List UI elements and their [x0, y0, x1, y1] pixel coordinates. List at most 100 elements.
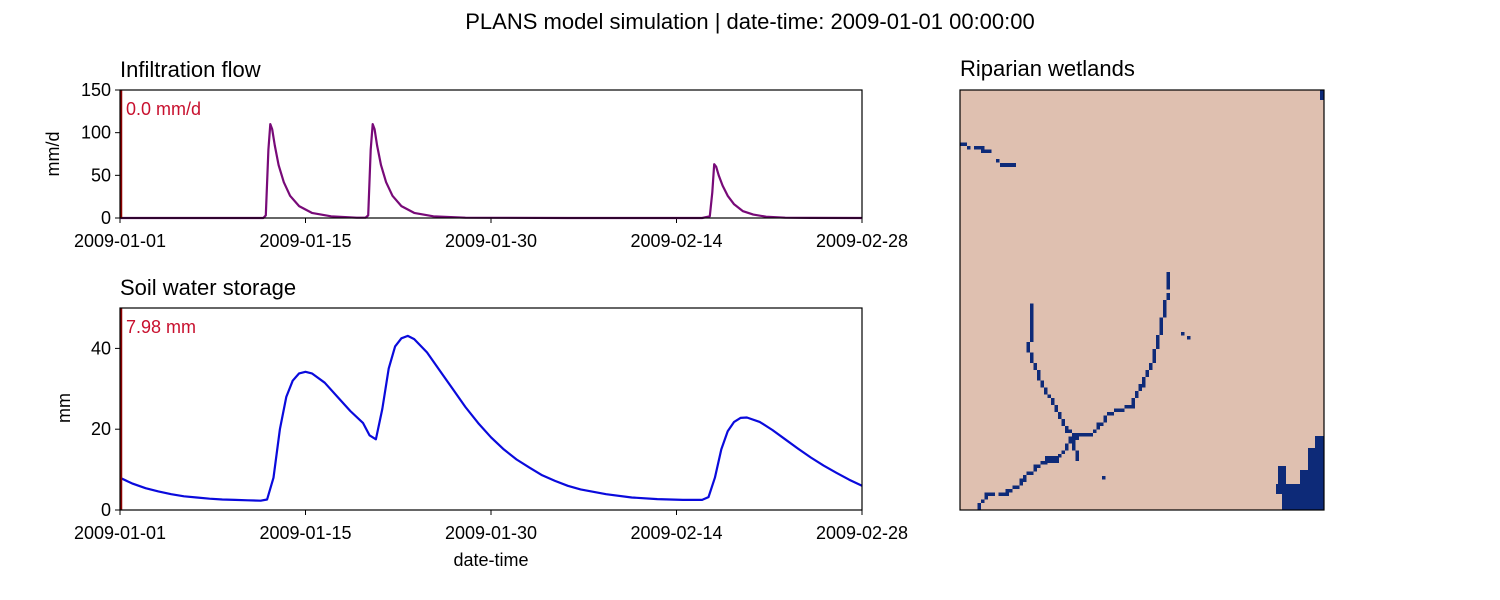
- wetland-cell: [1149, 366, 1153, 370]
- wetland-cell: [1142, 380, 1146, 384]
- wetland-cell: [981, 146, 985, 150]
- infiltration-panel: Infiltration flow mm/d 0 50 100 150 2009-01-…: [43, 57, 908, 251]
- wetland-cell: [1016, 485, 1020, 489]
- wetland-cell: [1145, 373, 1149, 377]
- wetland-cell: [1061, 422, 1065, 426]
- wetland-cell: [1030, 335, 1034, 339]
- wetland-cell: [1058, 415, 1062, 419]
- wetlands-map-cells: [960, 90, 1324, 510]
- wetland-cell: [984, 492, 988, 496]
- wetland-cell: [1166, 296, 1170, 300]
- wetland-cell: [1030, 328, 1034, 332]
- wetland-cell: [1282, 484, 1324, 510]
- infiltration-ytick-label: 100: [81, 123, 111, 143]
- wetlands-map-background: [960, 90, 1324, 510]
- wetlands-map-frame: [959, 89, 1325, 511]
- wetland-cell: [1075, 450, 1079, 454]
- wetland-cell: [1045, 456, 1059, 463]
- storage-current-value: 7.98 mm: [126, 317, 196, 337]
- wetland-cell: [1320, 90, 1324, 100]
- wetland-cell: [1054, 405, 1058, 409]
- wetland-cell: [960, 142, 964, 146]
- wetland-cell: [1072, 433, 1076, 437]
- wetland-cell: [1012, 485, 1016, 489]
- storage-xtick-label: 2009-01-01: [74, 523, 166, 543]
- wetland-cell: [1075, 457, 1079, 461]
- wetland-cell: [1023, 475, 1027, 479]
- wetland-cell: [1163, 314, 1167, 318]
- wetland-cell: [1131, 405, 1135, 409]
- wetland-cell: [1033, 464, 1037, 468]
- wetland-cell: [1114, 408, 1118, 412]
- wetland-cell: [1075, 433, 1079, 437]
- infiltration-title: Infiltration flow: [120, 57, 261, 82]
- wetland-cell: [963, 142, 967, 146]
- wetland-cell: [1159, 317, 1163, 321]
- wetland-cell: [1166, 286, 1170, 290]
- wetland-cell: [1030, 331, 1034, 335]
- wetland-cell: [1166, 275, 1170, 279]
- wetlands-panel: Riparian wetlands: [959, 56, 1325, 511]
- wetland-cell: [1152, 352, 1156, 356]
- wetland-cell: [1276, 484, 1284, 494]
- wetland-cell: [1163, 307, 1167, 311]
- wetland-cell: [1030, 471, 1034, 475]
- wetland-cell: [991, 492, 995, 496]
- wetland-cell: [1152, 356, 1156, 360]
- wetland-cell: [1142, 384, 1146, 388]
- wetland-cell: [1019, 478, 1023, 482]
- storage-xtick-label: 2009-01-15: [259, 523, 351, 543]
- wetland-cell: [1075, 454, 1079, 458]
- storage-ylabel: mm: [54, 393, 74, 423]
- wetland-cell: [1124, 405, 1128, 409]
- wetland-cell: [1159, 331, 1163, 335]
- wetland-cell: [1026, 349, 1030, 353]
- wetland-cell: [1030, 310, 1034, 314]
- wetland-cell: [1037, 370, 1041, 374]
- figure-title: PLANS model simulation | date-time: 2009…: [465, 9, 1035, 34]
- wetland-cell: [1278, 466, 1286, 486]
- infiltration-ylabel: mm/d: [43, 132, 63, 177]
- storage-axis-ticks: 0 20 40 2009-01-01 2009-01-15 2009-01-30 2009-…: [74, 338, 908, 543]
- storage-plot-area: [119, 308, 863, 510]
- wetland-cell: [1103, 419, 1107, 423]
- wetland-cell: [1149, 363, 1153, 367]
- infiltration-xtick-label: 2009-02-28: [816, 231, 908, 251]
- wetland-cell: [1030, 307, 1034, 311]
- wetland-cell: [1075, 436, 1079, 440]
- storage-ytick-label: 40: [91, 338, 111, 358]
- wetland-cell: [1030, 321, 1034, 325]
- wetland-cell: [1037, 373, 1041, 377]
- wetland-cell: [1163, 310, 1167, 314]
- wetland-cell: [1040, 384, 1044, 388]
- infiltration-current-value: 0.0 mm/d: [126, 99, 201, 119]
- wetland-cell: [977, 146, 981, 150]
- wetland-cell: [1030, 338, 1034, 342]
- storage-axes-frame: [119, 307, 863, 511]
- storage-panel: Soil water storage mm 0 20 40 2009-01-01 200…: [54, 275, 908, 570]
- wetland-cell: [1166, 282, 1170, 286]
- infiltration-axis-ticks: 0 50 100 150 2009-01-01 2009-01-15 2009-01-30 2…: [74, 80, 908, 251]
- wetland-cell: [977, 506, 981, 510]
- wetland-cell: [1058, 412, 1062, 416]
- storage-xtick-label: 2009-02-14: [630, 523, 722, 543]
- wetland-cell: [1030, 324, 1034, 328]
- wetland-cell: [1000, 163, 1016, 167]
- infiltration-axes-frame: [119, 89, 863, 219]
- wetland-cell: [1103, 415, 1107, 419]
- wetland-cell: [1152, 359, 1156, 363]
- wetland-cell: [1030, 317, 1034, 321]
- wetland-cell: [1159, 321, 1163, 325]
- infiltration-ytick-label: 150: [81, 80, 111, 100]
- wetland-cell: [1156, 338, 1160, 342]
- wetland-cell: [1142, 377, 1146, 381]
- wetland-cell: [1030, 356, 1034, 360]
- wetland-cell: [1308, 448, 1324, 486]
- wetland-cell: [1187, 336, 1191, 340]
- infiltration-xtick-label: 2009-02-14: [630, 231, 722, 251]
- wetland-cell: [1135, 394, 1139, 398]
- wetland-cell: [984, 149, 988, 153]
- infiltration-xtick-label: 2009-01-30: [445, 231, 537, 251]
- wetland-cell: [1026, 471, 1030, 475]
- wetland-cell: [1072, 440, 1076, 444]
